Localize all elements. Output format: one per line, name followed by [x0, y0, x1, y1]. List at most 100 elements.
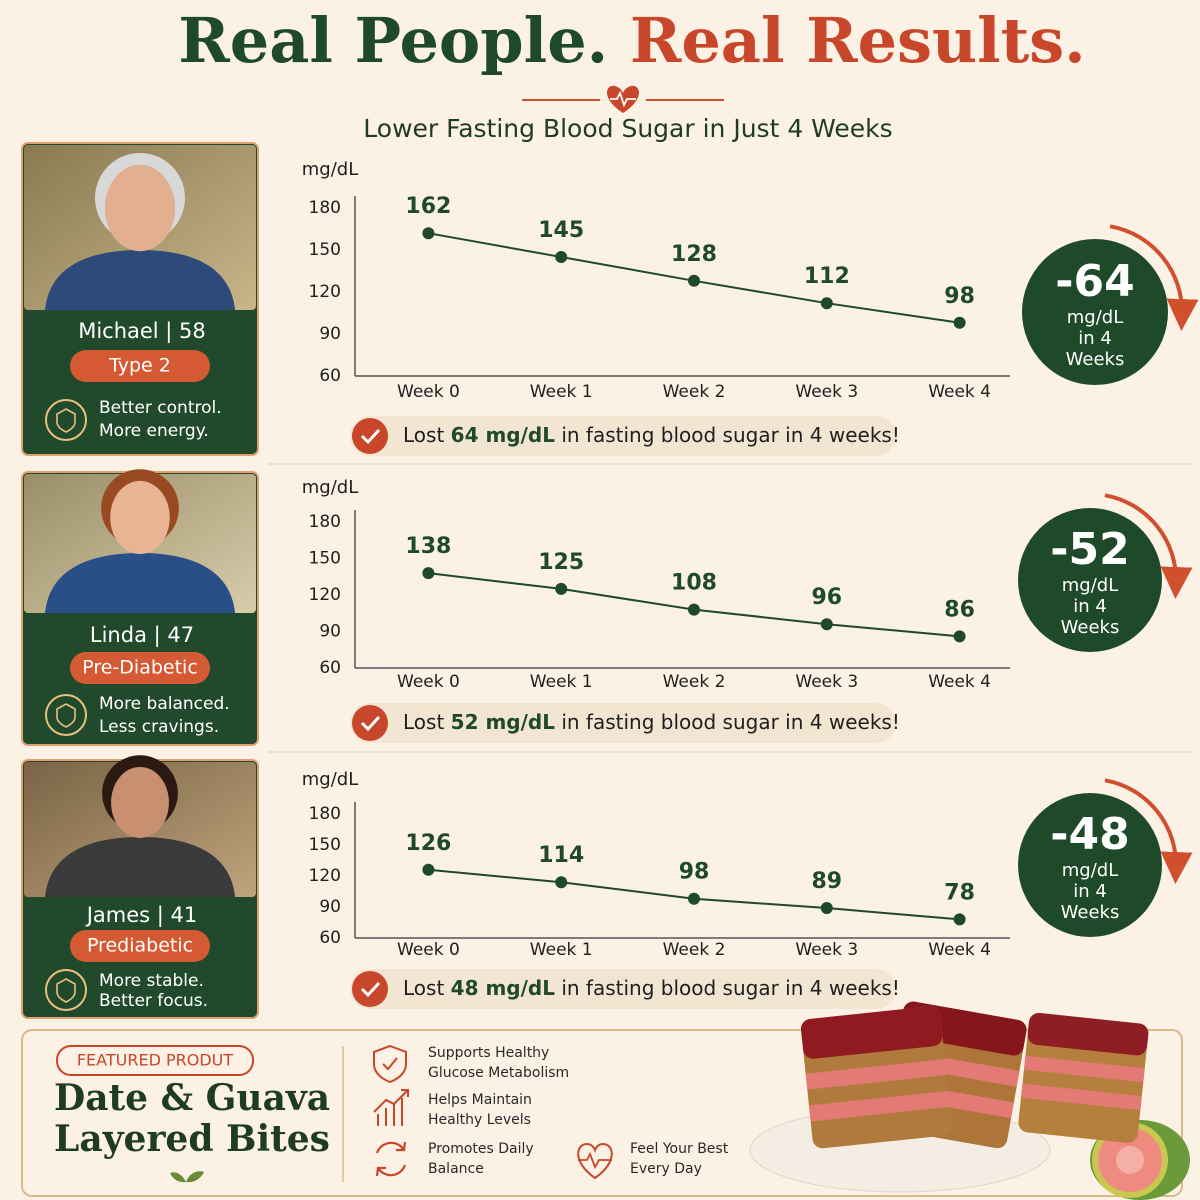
product-image [749, 1001, 1190, 1200]
benefit-text: Promotes Daily [428, 1141, 534, 1157]
heart-pulse-icon [577, 1142, 613, 1180]
summary-pill [350, 416, 896, 456]
data-label: 78 [944, 880, 975, 905]
benefit-line: Less cravings. [99, 717, 219, 737]
condition-pill [70, 652, 210, 684]
badge-line: in 4 [1078, 328, 1112, 349]
data-point [953, 316, 966, 329]
summary-text: Lost 52 mg/dL in fasting blood sugar in … [403, 710, 900, 734]
summary-part: in fasting blood sugar in 4 weeks! [555, 423, 900, 447]
summary-part: Lost [403, 423, 451, 447]
benefit-glyph [56, 703, 76, 728]
data-point [820, 297, 833, 310]
benefit-line: Better focus. [99, 991, 208, 1011]
summary-part: Lost [403, 976, 451, 1000]
summary-part: in fasting blood sugar in 4 weeks! [555, 710, 900, 734]
y-axis-label: mg/dL [302, 769, 358, 790]
summary-highlight: 48 mg/dL [451, 976, 556, 1000]
badge-arrow [1104, 778, 1193, 884]
pulse-icon [610, 90, 636, 108]
badge-arrow [1104, 493, 1193, 599]
benefit-text: Supports Healthy [428, 1045, 549, 1061]
condition-pill [70, 930, 210, 962]
data-label: 125 [538, 550, 584, 575]
benefit-text: Feel Your Best [630, 1141, 729, 1157]
photo-body [45, 553, 235, 613]
benefit-icon [45, 694, 87, 736]
data-point [953, 630, 966, 643]
summary-pill [350, 969, 896, 1009]
y-tick-label: 120 [309, 282, 341, 302]
benefit-glyph [56, 978, 76, 1003]
y-tick-label: 150 [309, 240, 341, 260]
data-point [953, 913, 966, 926]
badge-line: in 4 [1073, 596, 1107, 617]
check-mark [360, 981, 381, 998]
badge-unit: mg/dL [1067, 307, 1123, 328]
data-point [820, 618, 833, 631]
data-point [422, 227, 435, 240]
person-name: James | 41 [85, 903, 198, 928]
x-tick-label: Week 2 [663, 940, 726, 960]
product-name: Date & Guava [54, 1077, 330, 1119]
shield-icon [373, 1044, 407, 1084]
data-point [555, 582, 568, 595]
summary-highlight: 52 mg/dL [451, 710, 556, 734]
summary-highlight: 64 mg/dL [451, 423, 556, 447]
y-tick-label: 150 [309, 549, 341, 569]
photo-body [45, 250, 235, 310]
photo-face [110, 480, 170, 555]
badge-value: -64 [1055, 256, 1135, 307]
data-label: 138 [405, 534, 451, 559]
x-tick-label: Week 2 [663, 382, 726, 402]
data-label: 108 [671, 571, 717, 596]
y-tick-label: 180 [309, 512, 341, 532]
y-tick-label: 180 [309, 198, 341, 218]
check-mark [360, 428, 381, 445]
data-label: 86 [944, 597, 975, 622]
x-tick-label: Week 4 [928, 940, 991, 960]
y-tick-label: 150 [309, 835, 341, 855]
benefit-text: Healthy Levels [428, 1112, 531, 1128]
data-point [820, 902, 833, 915]
benefit-icon [45, 399, 87, 441]
check-mark [360, 715, 381, 732]
title-part: Real People. [178, 4, 608, 77]
data-label: 126 [405, 831, 451, 856]
x-tick-label: Week 3 [795, 382, 858, 402]
y-axis-label: mg/dL [302, 159, 358, 180]
subtitle: Lower Fasting Blood Sugar in Just 4 Week… [363, 114, 892, 143]
x-tick-label: Week 2 [663, 672, 726, 692]
x-tick-label: Week 0 [397, 672, 460, 692]
benefit-line: More balanced. [99, 694, 230, 714]
summary-part: in fasting blood sugar in 4 weeks! [555, 976, 900, 1000]
benefit-line: Better control. [99, 398, 222, 418]
y-tick-label: 60 [319, 658, 341, 678]
x-tick-label: Week 1 [530, 940, 593, 960]
check-icon [382, 1057, 398, 1071]
photo-face [104, 164, 176, 252]
photo-face [111, 766, 169, 838]
person-name: Michael | 58 [78, 319, 206, 344]
data-label: 114 [538, 843, 584, 868]
check-badge [352, 971, 388, 1007]
badge-line: in 4 [1073, 881, 1107, 902]
check-badge [352, 705, 388, 741]
result-badge [1018, 508, 1162, 652]
growth-icon [373, 1089, 409, 1126]
x-tick-label: Week 4 [928, 382, 991, 402]
leaf-icon [170, 1171, 204, 1183]
benefit-line: More energy. [99, 421, 209, 441]
page-title: Real People. Real Results. [178, 4, 1086, 77]
summary-text: Lost 64 mg/dL in fasting blood sugar in … [403, 423, 900, 447]
x-tick-label: Week 3 [795, 672, 858, 692]
condition-pill [70, 350, 210, 382]
condition-label: Prediabetic [87, 935, 193, 957]
data-point [422, 567, 435, 580]
badge-line: Weeks [1061, 617, 1120, 638]
badge-line: Weeks [1061, 902, 1120, 923]
data-label: 162 [405, 194, 451, 219]
photo-body [45, 837, 235, 897]
badge-unit: mg/dL [1062, 575, 1118, 596]
